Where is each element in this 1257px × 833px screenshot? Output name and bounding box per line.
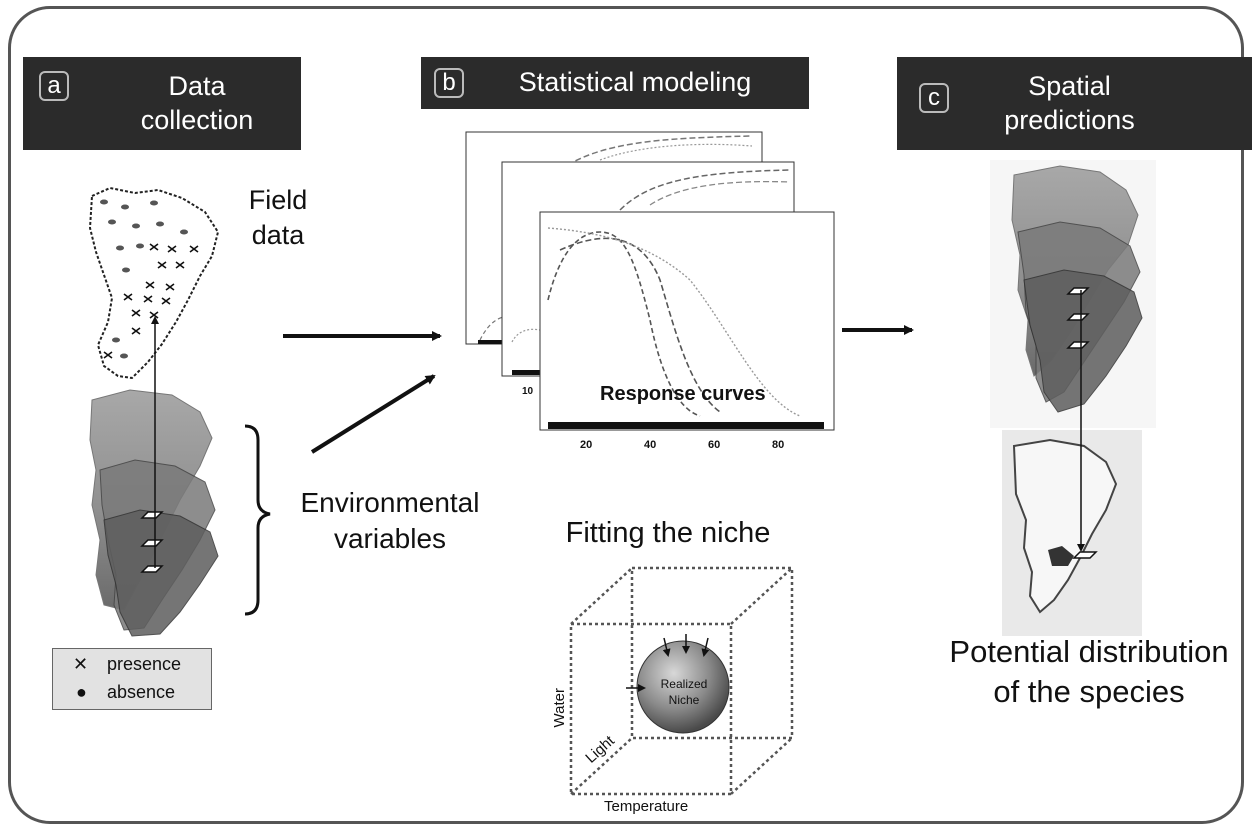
- response-curve-3: [547, 227, 801, 417]
- x-tick-80: 80: [772, 439, 785, 451]
- presence-points: [103, 243, 199, 359]
- response-plot-front: [539, 211, 835, 431]
- env-brace: [244, 424, 271, 616]
- legend-presence: presence: [107, 654, 182, 674]
- arrow-env-to-model: [310, 374, 436, 454]
- x-tick-60: 60: [708, 439, 721, 451]
- potential-distribution-map: [1002, 430, 1142, 636]
- niche-cube: [569, 566, 794, 796]
- legend-absence: absence: [107, 682, 176, 702]
- niche-sphere: [636, 640, 730, 734]
- axis-temperature: Temperature: [604, 798, 689, 815]
- axis-water: Water: [550, 688, 568, 728]
- badge-b: b: [434, 68, 464, 98]
- back-plot-tick: 10: [522, 386, 534, 397]
- response-curves-label: Response curves: [600, 383, 766, 405]
- badge-a: a: [39, 71, 69, 101]
- header-spatial-predictions-title: Spatial predictions: [1004, 70, 1135, 135]
- diagram-frame: [8, 6, 1244, 824]
- fitting-niche-label: Fitting the niche: [565, 517, 771, 549]
- niche-label-line2: Niche: [668, 693, 700, 707]
- stack-markers-c: [1066, 287, 1090, 349]
- header-data-collection-title: Data collection: [140, 70, 254, 135]
- header-spatial-predictions: c Spatial predictions: [897, 57, 1252, 150]
- environmental-variables-label: Environmental variables: [300, 487, 480, 555]
- potential-distribution-label: Potential distribution of the species: [949, 634, 1229, 710]
- dot-icon: ●: [76, 682, 87, 702]
- stack-markers-a: [140, 511, 164, 573]
- cross-icon: ✕: [73, 654, 89, 674]
- response-curve-2: [559, 237, 721, 413]
- header-statistical-modeling: b Statistical modeling: [421, 57, 809, 109]
- x-tick-40: 40: [644, 439, 657, 451]
- niche-arrows: [626, 634, 710, 692]
- field-data-label: Field data: [248, 185, 308, 251]
- niche-label-line1: Realized: [660, 677, 708, 691]
- x-tick-20: 20: [580, 439, 593, 451]
- header-data-collection: a Data collection: [23, 57, 301, 150]
- badge-c: c: [919, 83, 949, 113]
- absence-points: [100, 199, 188, 359]
- target-marker: [1072, 551, 1098, 559]
- legend: ✕ presence ● absence: [52, 648, 212, 710]
- header-statistical-modeling-title: Statistical modeling: [518, 67, 752, 98]
